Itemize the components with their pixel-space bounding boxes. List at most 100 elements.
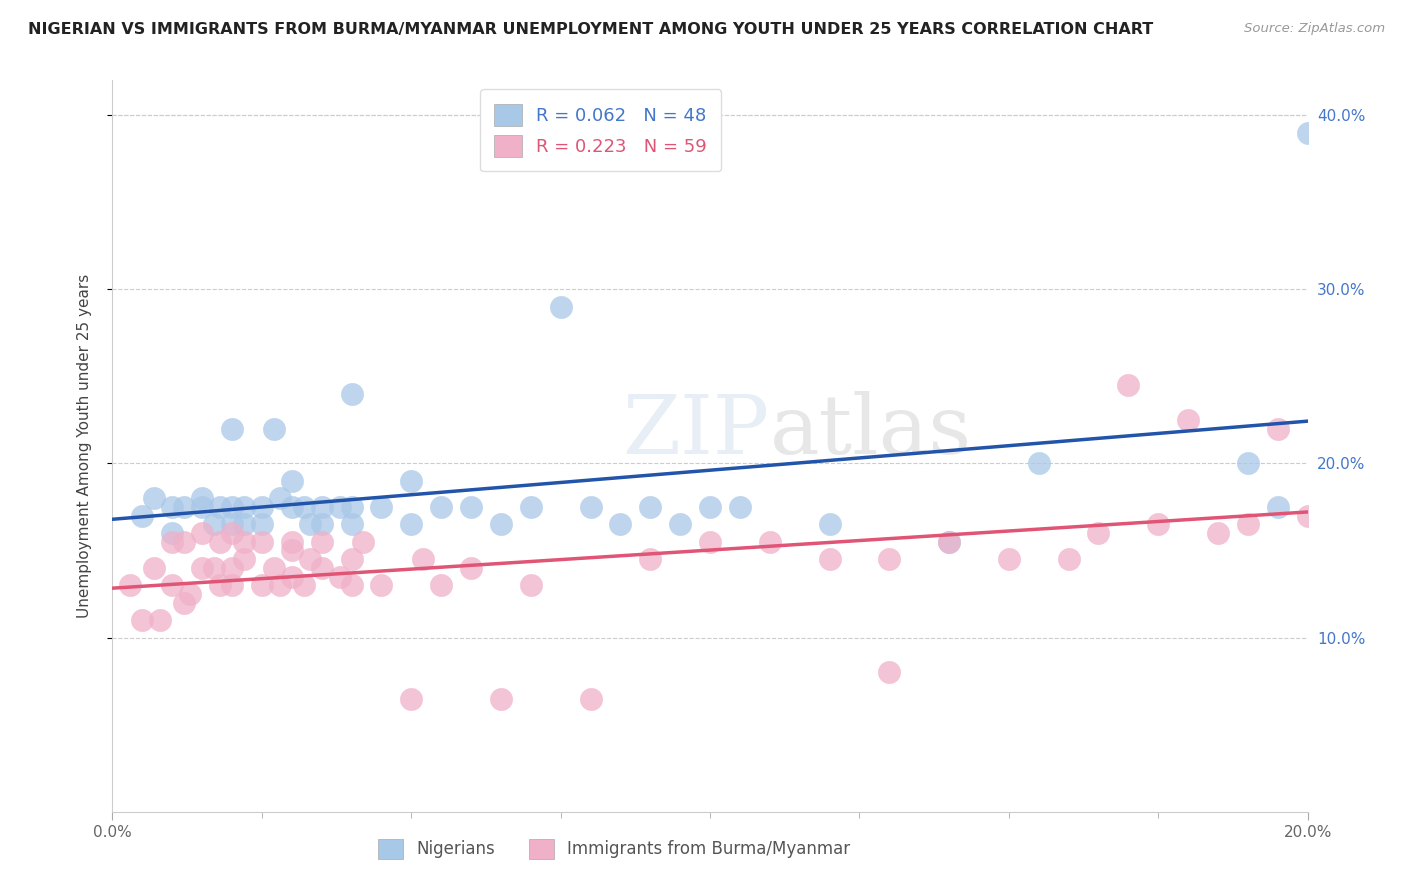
Point (430, 578, 453, 592)
Point (311, 517, 333, 532)
Point (329, 569, 352, 583)
Point (1087, 526, 1109, 541)
Point (879, 665, 901, 680)
Point (233, 500, 256, 514)
Point (340, 517, 363, 532)
Point (162, 578, 183, 592)
Point (329, 500, 352, 514)
Point (818, 552, 841, 566)
Point (143, 561, 166, 575)
Point (311, 500, 333, 514)
Point (640, 552, 662, 566)
Point (292, 500, 315, 514)
Point (460, 561, 482, 575)
Point (1118, 378, 1140, 392)
Point (250, 534, 273, 549)
Point (233, 552, 256, 566)
Point (173, 500, 195, 514)
Point (1057, 552, 1080, 566)
Point (221, 578, 243, 592)
Point (298, 552, 321, 566)
Point (281, 474, 304, 488)
Point (640, 500, 662, 514)
Point (728, 500, 751, 514)
Point (250, 578, 273, 592)
Point (1177, 413, 1199, 427)
Point (550, 300, 572, 314)
Point (250, 500, 273, 514)
Point (269, 491, 291, 506)
Point (1296, 508, 1319, 523)
Text: ZIP: ZIP (623, 392, 770, 471)
Text: Source: ZipAtlas.com: Source: ZipAtlas.com (1244, 22, 1385, 36)
Text: NIGERIAN VS IMMIGRANTS FROM BURMA/MYANMAR UNEMPLOYMENT AMONG YOUTH UNDER 25 YEAR: NIGERIAN VS IMMIGRANTS FROM BURMA/MYANMA… (28, 22, 1153, 37)
Point (412, 552, 434, 566)
Point (998, 552, 1021, 566)
Point (430, 500, 453, 514)
Point (1267, 421, 1289, 435)
Point (191, 561, 214, 575)
Point (131, 508, 153, 523)
Point (340, 500, 363, 514)
Point (340, 578, 363, 592)
Point (209, 578, 232, 592)
Point (292, 578, 315, 592)
Point (162, 500, 183, 514)
Point (1237, 457, 1260, 471)
Point (699, 500, 721, 514)
Point (818, 517, 841, 532)
Point (759, 534, 782, 549)
Point (209, 534, 232, 549)
Point (120, 578, 142, 592)
Point (149, 613, 172, 627)
Point (221, 561, 243, 575)
Point (263, 421, 285, 435)
Point (401, 474, 423, 488)
Point (221, 517, 243, 532)
Legend: Nigerians, Immigrants from Burma/Myanmar: Nigerians, Immigrants from Burma/Myanmar (371, 832, 858, 865)
Point (1147, 517, 1170, 532)
Point (281, 543, 304, 558)
Point (131, 613, 153, 627)
Point (370, 578, 392, 592)
Point (191, 500, 214, 514)
Point (250, 517, 273, 532)
Point (340, 552, 363, 566)
Point (938, 534, 960, 549)
Point (233, 534, 256, 549)
Point (179, 587, 201, 601)
Point (191, 491, 214, 506)
Point (340, 386, 363, 401)
Point (401, 691, 423, 706)
Point (162, 534, 183, 549)
Point (520, 578, 543, 592)
Point (162, 526, 183, 541)
Point (579, 500, 602, 514)
Point (1267, 500, 1289, 514)
Point (609, 517, 631, 532)
Point (143, 491, 166, 506)
Point (1237, 517, 1260, 532)
Point (233, 517, 256, 532)
Point (460, 500, 482, 514)
Point (173, 596, 195, 610)
Point (699, 534, 721, 549)
Point (191, 526, 214, 541)
Point (221, 421, 243, 435)
Point (202, 561, 225, 575)
Point (353, 534, 375, 549)
Point (311, 534, 333, 549)
Point (221, 526, 243, 541)
Point (209, 500, 232, 514)
Point (263, 561, 285, 575)
Point (520, 500, 543, 514)
Point (298, 517, 321, 532)
Point (281, 500, 304, 514)
Point (269, 578, 291, 592)
Text: atlas: atlas (770, 392, 972, 471)
Point (489, 691, 512, 706)
Point (1028, 457, 1050, 471)
Point (579, 691, 602, 706)
Point (1296, 126, 1319, 140)
Y-axis label: Unemployment Among Youth under 25 years: Unemployment Among Youth under 25 years (77, 274, 91, 618)
